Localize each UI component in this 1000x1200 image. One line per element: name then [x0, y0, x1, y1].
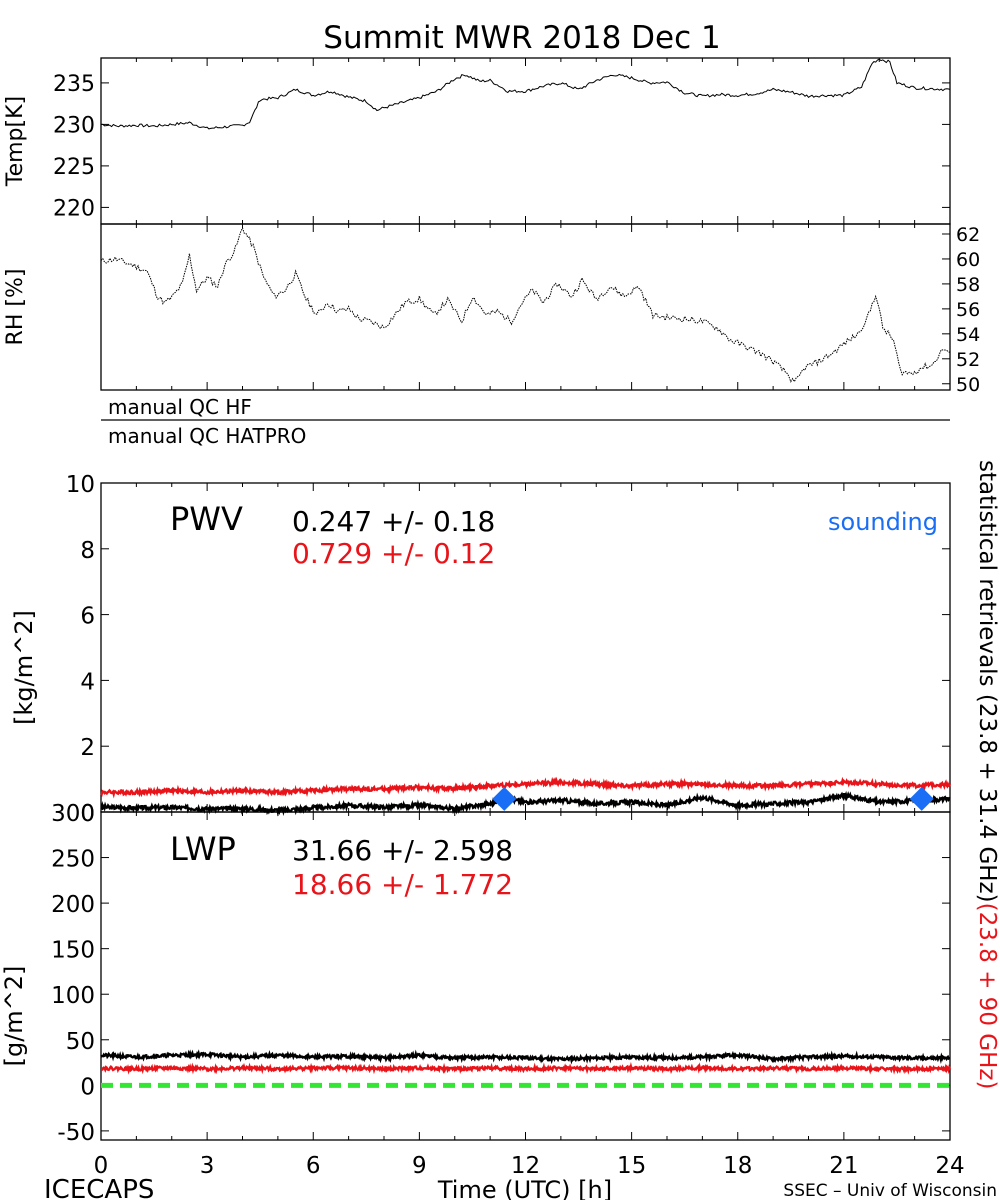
temp-y-label-225: 225 — [53, 155, 95, 180]
lwp-y-label-0: 0 — [80, 1074, 95, 1100]
x-tick-label-21: 21 — [829, 1153, 858, 1179]
lwp-y-label-200: 200 — [51, 892, 95, 918]
temp-panel-frame — [100, 57, 951, 225]
lwp-y-label-150: 150 — [51, 938, 95, 964]
lwp-y-label-250: 250 — [51, 847, 95, 873]
pwv-y-label-8: 8 — [80, 538, 95, 564]
panel-frames — [100, 57, 951, 1141]
temp-y-label-230: 230 — [53, 113, 95, 138]
rh-y-label-62: 62 — [956, 224, 980, 246]
pwv-stat-red: 0.729 +/- 0.12 — [292, 537, 495, 570]
pwv-y-label-4: 4 — [80, 669, 95, 695]
pwv-series-black — [100, 790, 951, 817]
qc-hf-label: manual QC HF — [108, 395, 252, 419]
rh-y-label-58: 58 — [956, 274, 980, 296]
rh-y-label-60: 60 — [956, 249, 980, 271]
x-tick-label-15: 15 — [617, 1153, 646, 1179]
rh-y-label-54: 54 — [956, 324, 980, 346]
sounding-legend-label: sounding — [828, 508, 938, 536]
lwp-stat-red: 18.66 +/- 1.772 — [292, 868, 513, 901]
x-tick-label-9: 9 — [412, 1153, 427, 1179]
rh-y-label-50: 50 — [956, 374, 980, 396]
pwv-series-red — [99, 776, 952, 799]
right-side-label: statistical retrievals (23.8 + 31.4 GHz)… — [974, 460, 1000, 1089]
rh-y-label-52: 52 — [956, 349, 980, 371]
lwp-y-label-50: 50 — [66, 1029, 95, 1055]
x-tick-label-24: 24 — [935, 1153, 964, 1179]
pwv-y-label-10: 10 — [66, 472, 95, 498]
qc-hatpro-label: manual QC HATPRO — [108, 424, 306, 448]
pwv-y-label-2: 2 — [80, 735, 95, 761]
rh-y-axis-title: RH [%] — [3, 269, 28, 346]
text-layer: Summit MWR 2018 Dec 1 manual QC HF manua… — [0, 20, 1000, 1200]
rh-series-line — [100, 226, 951, 383]
footer-right: SSEC – Univ of Wisconsin — [783, 1181, 997, 1200]
temp-y-axis-title: Temp[K] — [3, 96, 28, 187]
figure-title: Summit MWR 2018 Dec 1 — [323, 20, 720, 56]
lwp-series-red — [101, 1061, 952, 1075]
lwp-y-label--50: -50 — [57, 1120, 95, 1146]
lwp-panel-label: LWP — [170, 830, 236, 868]
temp-y-label-235: 235 — [53, 72, 95, 97]
x-tick-label-0: 0 — [94, 1153, 109, 1179]
pwv-panel-label: PWV — [170, 500, 243, 538]
lwp-series-black — [100, 1049, 951, 1065]
rh-y-label-56: 56 — [956, 299, 980, 321]
x-tick-label-6: 6 — [306, 1153, 321, 1179]
temp-series-line — [101, 58, 951, 130]
right-label-black: statistical retrievals (23.8 + 31.4 GHz) — [974, 460, 1000, 903]
data-lines — [99, 58, 952, 1088]
lwp-y-axis-title: [g/m^2] — [0, 966, 28, 1067]
pwv-y-label-6: 6 — [80, 604, 95, 630]
right-label-red: (23.8 + 90 GHz) — [974, 903, 1000, 1090]
pwv-y-axis-title: [kg/m^2] — [10, 610, 38, 725]
x-axis-label: Time (UTC) [h] — [437, 1176, 612, 1200]
lwp-y-label-300: 300 — [51, 801, 95, 827]
sounding-marker-0 — [492, 786, 517, 811]
sounding-marker-1 — [909, 786, 934, 811]
footer-left: ICECAPS — [44, 1175, 154, 1200]
rh-panel-frame — [100, 223, 951, 391]
lwp-stat-black: 31.66 +/- 2.598 — [292, 834, 513, 867]
x-tick-label-12: 12 — [511, 1153, 540, 1179]
x-tick-label-3: 3 — [200, 1153, 215, 1179]
temp-y-label-220: 220 — [53, 196, 95, 221]
x-tick-label-18: 18 — [723, 1153, 752, 1179]
lwp-y-label-100: 100 — [51, 983, 95, 1009]
pwv-stat-black: 0.247 +/- 0.18 — [292, 505, 495, 538]
pwv-y-label-0: 0 — [80, 801, 95, 827]
